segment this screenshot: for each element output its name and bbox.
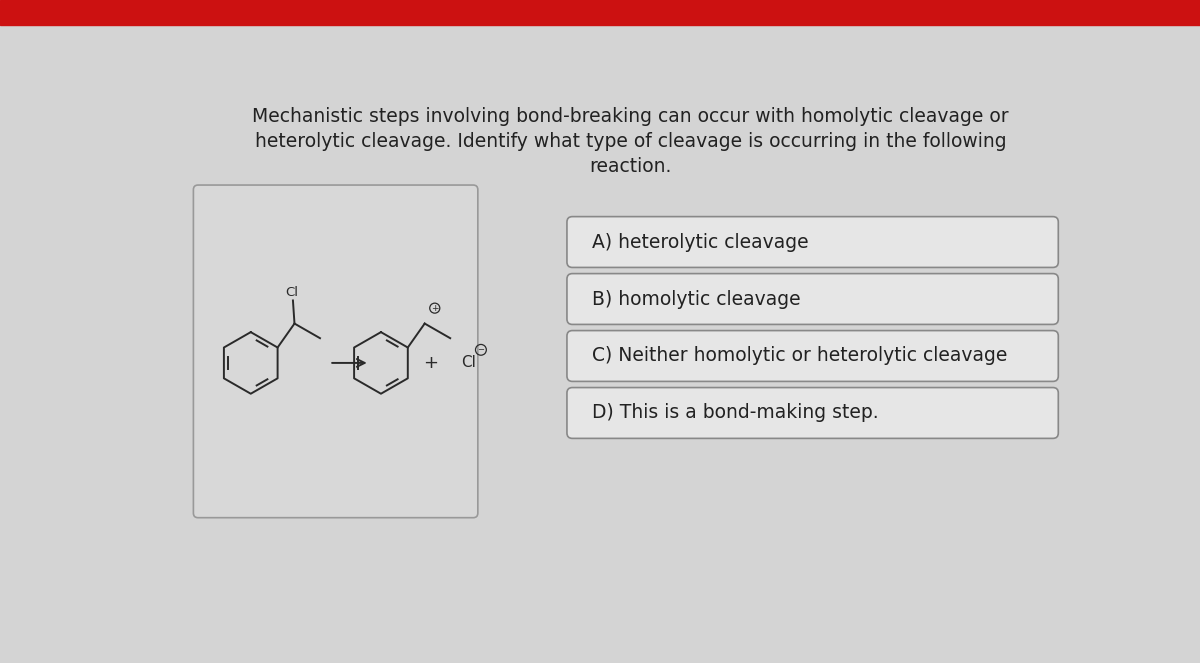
Text: Cl: Cl — [462, 355, 476, 371]
FancyBboxPatch shape — [566, 274, 1058, 324]
Text: A) heterolytic cleavage: A) heterolytic cleavage — [592, 233, 809, 251]
Text: −: − — [478, 345, 485, 354]
FancyBboxPatch shape — [566, 388, 1058, 438]
Text: B) homolytic cleavage: B) homolytic cleavage — [592, 290, 800, 308]
FancyBboxPatch shape — [193, 185, 478, 518]
Text: heterolytic cleavage. Identify what type of cleavage is occurring in the followi: heterolytic cleavage. Identify what type… — [254, 132, 1007, 151]
Text: C) Neither homolytic or heterolytic cleavage: C) Neither homolytic or heterolytic clea… — [592, 347, 1007, 365]
Text: Mechanistic steps involving bond-breaking can occur with homolytic cleavage or: Mechanistic steps involving bond-breakin… — [252, 107, 1009, 125]
FancyBboxPatch shape — [566, 217, 1058, 267]
Text: D) This is a bond-making step.: D) This is a bond-making step. — [592, 404, 878, 422]
Text: reaction.: reaction. — [589, 157, 672, 176]
FancyBboxPatch shape — [566, 331, 1058, 381]
Text: Cl: Cl — [284, 286, 298, 299]
Text: +: + — [424, 354, 438, 372]
Text: +: + — [431, 304, 438, 313]
